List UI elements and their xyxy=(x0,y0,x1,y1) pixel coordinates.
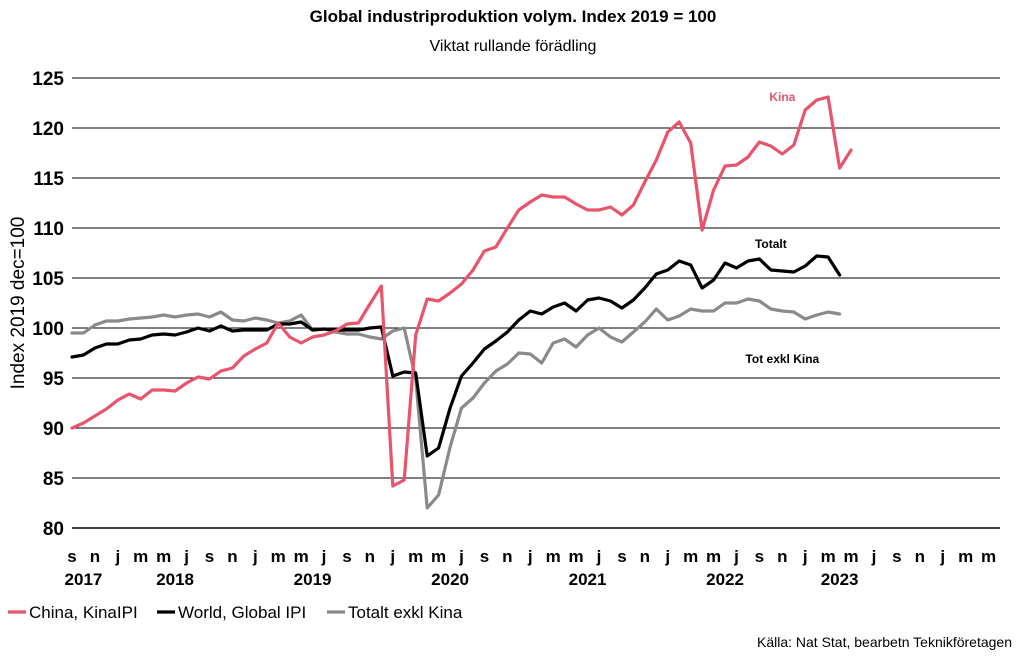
legend-label: World, Global IPI xyxy=(178,603,306,622)
x-tick-label: m xyxy=(546,547,561,566)
x-tick-label: s xyxy=(205,547,214,566)
x-tick-label: n xyxy=(915,547,925,566)
y-tick-label: 90 xyxy=(43,419,64,440)
x-tick-label: m xyxy=(981,547,996,566)
legend-label: China, KinaIPI xyxy=(29,603,138,622)
x-tick-label: s xyxy=(342,547,351,566)
x-tick-label: n xyxy=(90,547,100,566)
x-tick-label: j xyxy=(802,547,808,566)
series-line-1 xyxy=(70,254,842,458)
annotation-label: Totalt xyxy=(755,237,787,251)
x-tick-label: s xyxy=(892,547,901,566)
x-tick-label: j xyxy=(596,547,602,566)
series-line-2 xyxy=(70,297,842,510)
x-tick-label: m xyxy=(683,547,698,566)
x-tick-label: m xyxy=(156,547,171,566)
x-tick-label: n xyxy=(365,547,375,566)
x-tick-label: s xyxy=(755,547,764,566)
chart-title: Global industriproduktion volym. Index 2… xyxy=(310,7,717,26)
x-tick-label: j xyxy=(664,547,670,566)
y-tick-label: 120 xyxy=(32,119,64,140)
y-tick-label: 80 xyxy=(43,519,64,540)
series-line-0 xyxy=(70,95,853,488)
y-tick-label: 85 xyxy=(43,469,65,490)
x-tick-label: m xyxy=(958,547,973,566)
x-tick-label: j xyxy=(389,547,395,566)
y-tick-label: 105 xyxy=(32,269,64,290)
x-tick-label: n xyxy=(502,547,512,566)
x-tick-label: m xyxy=(431,547,446,566)
x-tick-label: s xyxy=(67,547,76,566)
x-tick-label: j xyxy=(733,547,739,566)
x-year-label: 2017 xyxy=(65,570,103,589)
x-tick-label: n xyxy=(640,547,650,566)
x-tick-label: s xyxy=(617,547,626,566)
series-lines xyxy=(70,95,853,510)
x-tick-label: j xyxy=(871,547,877,566)
chart-subtitle: Viktat rullande förädling xyxy=(430,38,597,55)
x-year-label: 2023 xyxy=(821,570,859,589)
x-year-label: 2019 xyxy=(294,570,332,589)
x-tick-label: m xyxy=(294,547,309,566)
y-tick-label: 95 xyxy=(43,369,65,390)
x-tick-label: j xyxy=(183,547,189,566)
x-tick-label: j xyxy=(321,547,327,566)
source-note: Källa: Nat Stat, bearbetn Teknikföretage… xyxy=(757,634,1012,650)
x-tick-label: n xyxy=(227,547,237,566)
x-tick-label: m xyxy=(133,547,148,566)
x-year-label: 2018 xyxy=(156,570,194,589)
x-tick-label: m xyxy=(843,547,858,566)
x-tick-label: m xyxy=(569,547,584,566)
y-axis-label: Index 2019 dec=100 xyxy=(8,217,29,390)
y-tick-label: 100 xyxy=(32,319,64,340)
series-annotations: Kina Totalt Tot exkl Kina xyxy=(745,90,819,366)
y-tick-labels: 125 120 115 110 105 100 95 90 85 80 xyxy=(32,69,64,540)
x-tick-label: j xyxy=(458,547,464,566)
legend: China, KinaIPI World, Global IPI Totalt ex… xyxy=(8,603,463,622)
x-tick-label: m xyxy=(271,547,286,566)
x-tick-label: n xyxy=(777,547,787,566)
x-tick-label: j xyxy=(114,547,120,566)
x-tick-label: j xyxy=(252,547,258,566)
x-year-label: 2021 xyxy=(569,570,607,589)
x-year-label: 2020 xyxy=(431,570,469,589)
gridlines xyxy=(72,77,1000,529)
annotation-label: Tot exkl Kina xyxy=(745,352,819,366)
y-tick-label: 115 xyxy=(33,169,64,190)
x-tick-label: j xyxy=(939,547,945,566)
x-tick-label: j xyxy=(527,547,533,566)
y-tick-label: 125 xyxy=(32,69,64,90)
annotation-label: Kina xyxy=(769,90,795,104)
x-tick-label: s xyxy=(480,547,489,566)
legend-label: Totalt exkl Kina xyxy=(348,603,463,622)
y-tick-label: 110 xyxy=(33,219,64,240)
x-tick-label: m xyxy=(821,547,836,566)
x-tick-label: m xyxy=(408,547,423,566)
x-tick-label: m xyxy=(706,547,721,566)
x-year-label: 2022 xyxy=(706,570,744,589)
